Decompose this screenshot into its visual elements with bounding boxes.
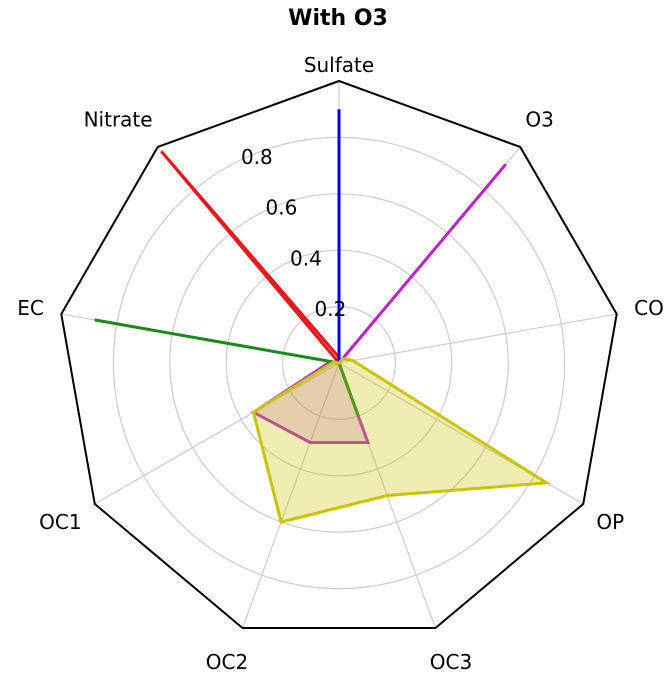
series-polygon [251,357,552,524]
axis-labels: Sulfate O3 CO OP OC3 OC2 OC1 EC Nitrate 0.2 0.4 0.6… [17,53,664,674]
axis-label: OC1 [39,510,81,534]
radial-tick-label: 0.8 [241,145,273,169]
radar-series [94,109,552,524]
outer-frame [60,79,618,629]
chart-title: With O3 [288,6,388,31]
spoke-gridline [338,313,617,364]
axis-label: O3 [525,107,553,131]
axis-label: OP [596,510,624,534]
radial-tick-label: 0.2 [315,297,347,321]
axis-label: OC3 [430,650,472,674]
spoke-gridline [94,362,340,505]
axis-label: Nitrate [84,107,153,131]
radial-tick-label: 0.6 [265,196,297,220]
radial-tick-label: 0.4 [290,246,322,270]
axis-label: CO [634,296,664,320]
axis-label: OC2 [206,650,248,674]
spoke-gridline [241,362,340,629]
axis-label: Sulfate [304,53,374,77]
axis-label: EC [17,296,44,320]
